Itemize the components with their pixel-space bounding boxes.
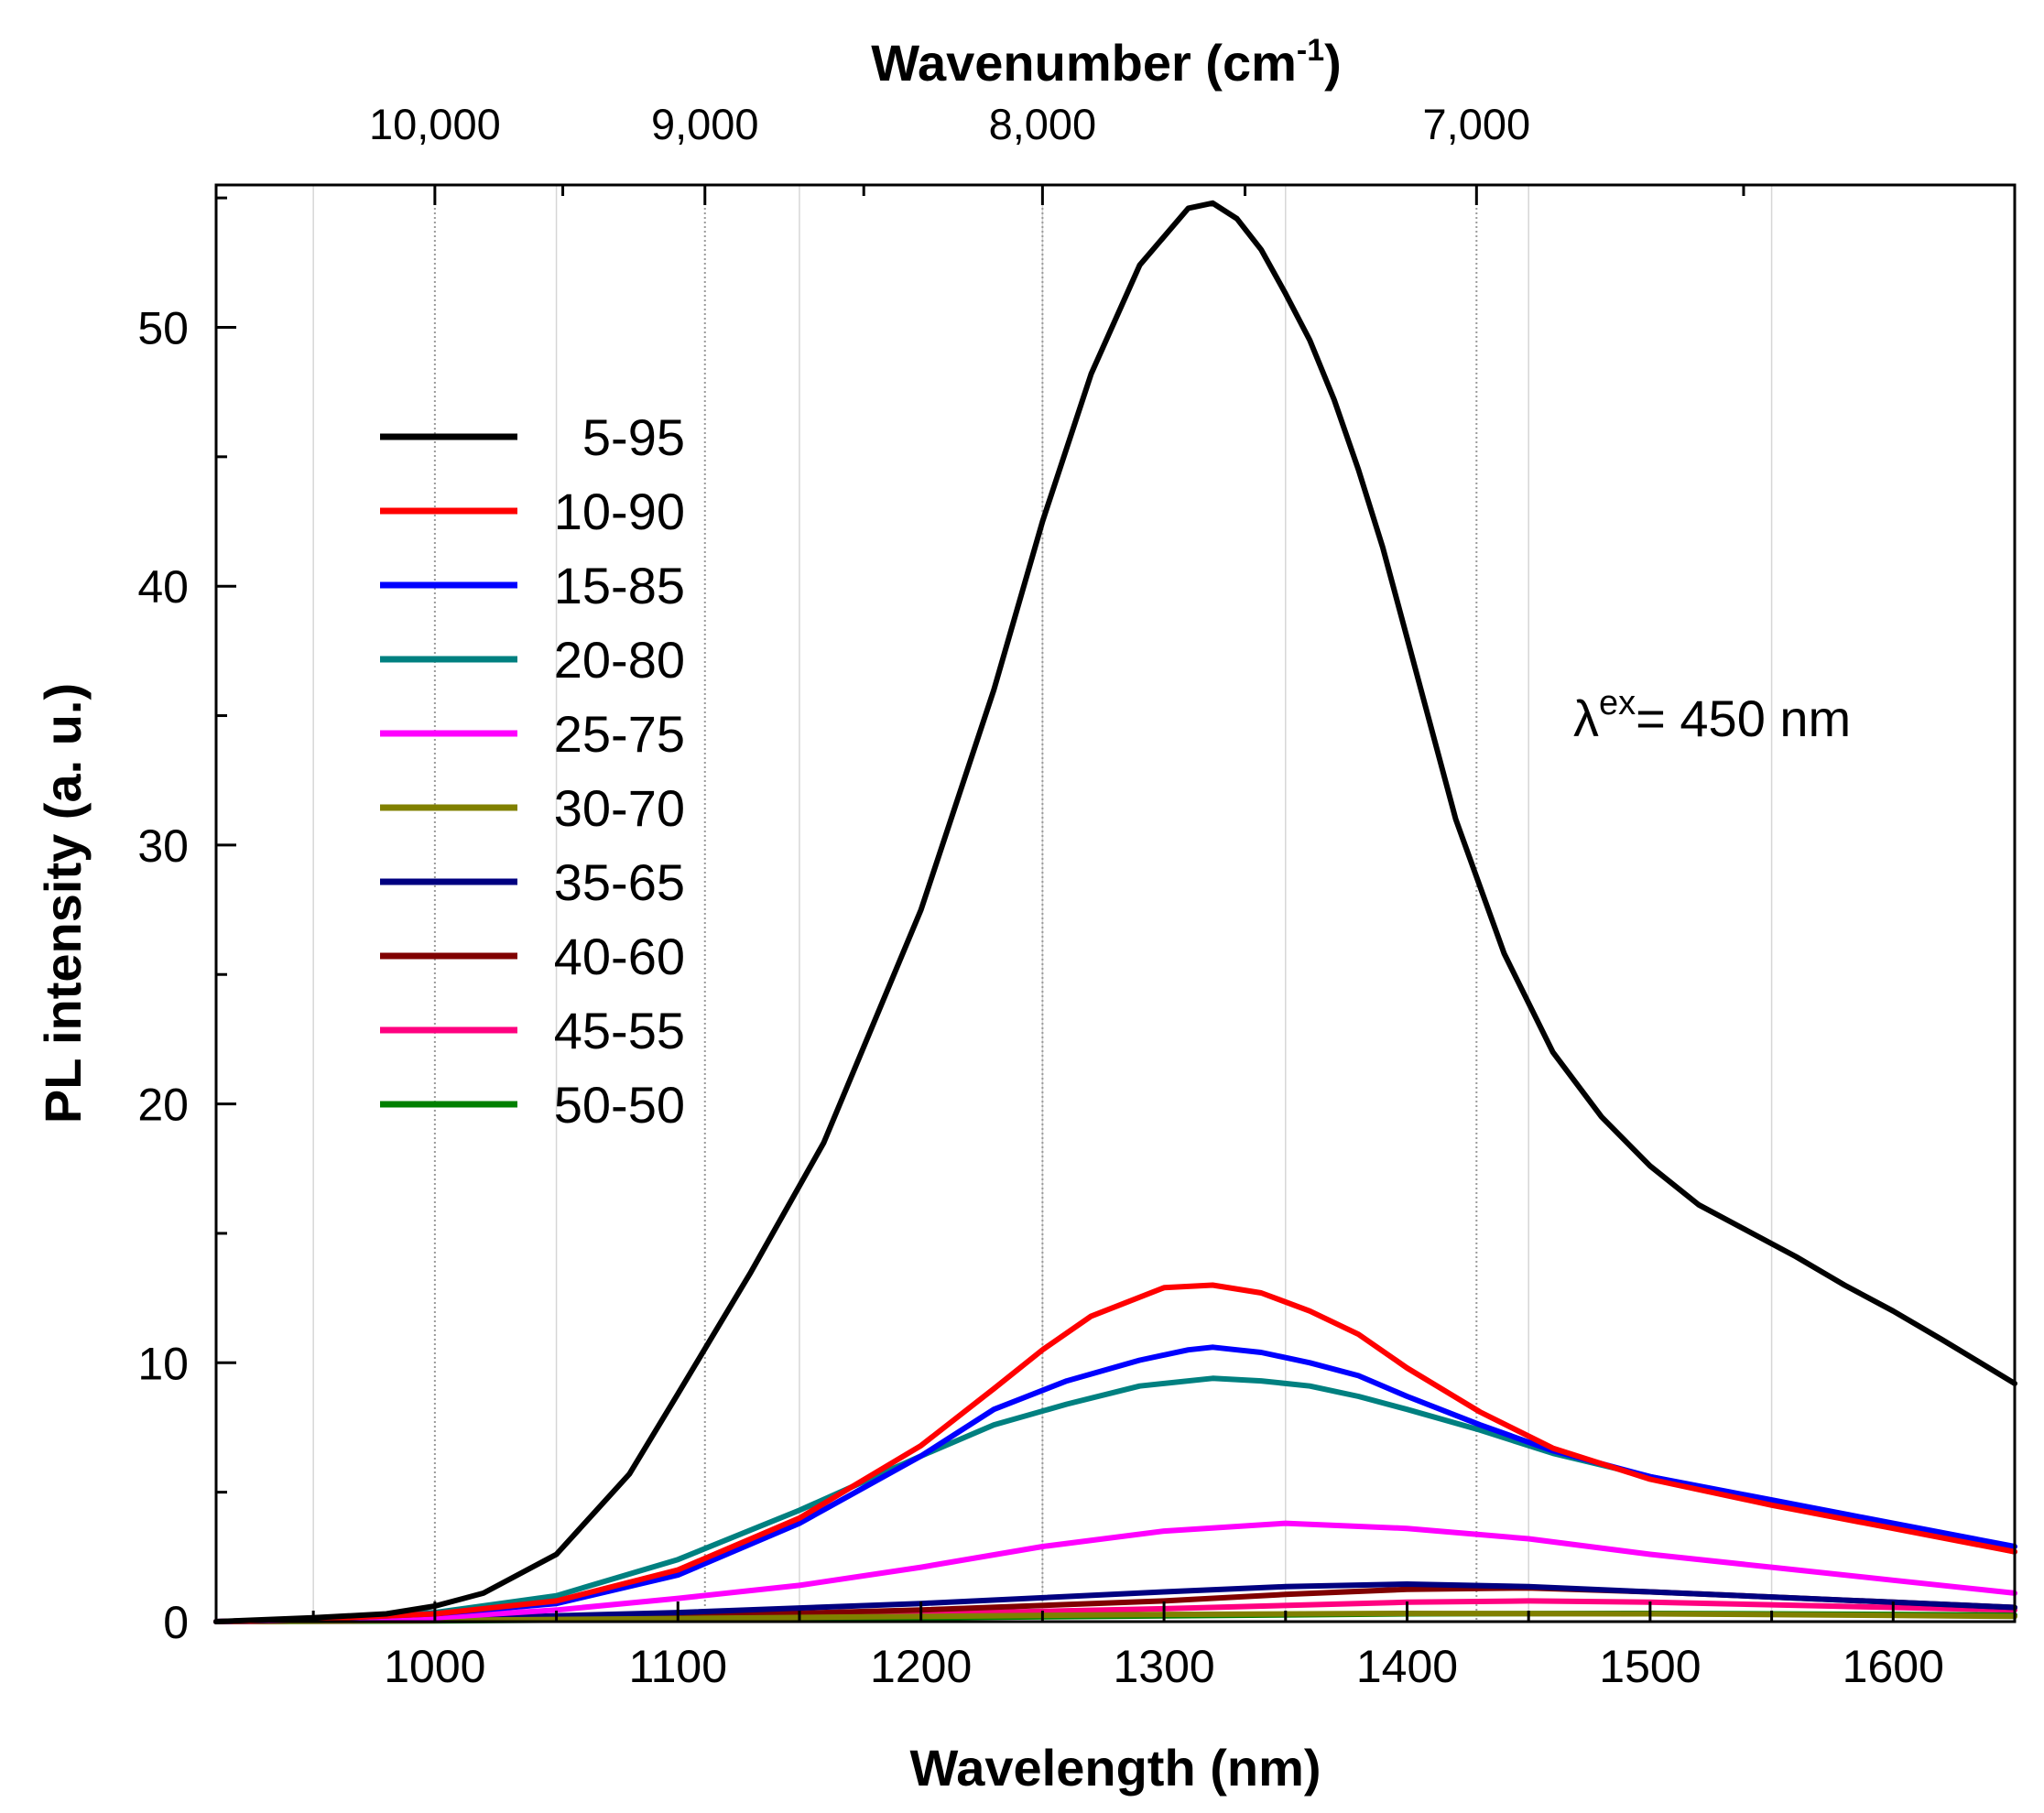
legend-label: 40-60 bbox=[554, 928, 685, 985]
legend-label: 50-50 bbox=[554, 1076, 685, 1134]
y-tick-label: 0 bbox=[163, 1597, 189, 1648]
legend-label: 45-55 bbox=[554, 1002, 685, 1059]
top-tick-label: 8,000 bbox=[989, 100, 1097, 148]
top-axis-title-main: Wavenumber (cm bbox=[871, 34, 1297, 92]
axis-ticks: 1000 1100 1200 1300 1400 1500 1600 0 10 20 30 40 50 1… bbox=[137, 100, 2017, 1692]
legend-label: 30-70 bbox=[554, 779, 685, 837]
y-tick-label: 10 bbox=[137, 1338, 189, 1389]
top-tick-label: 7,000 bbox=[1423, 100, 1531, 148]
legend-label: 35-65 bbox=[554, 853, 685, 911]
annotation-superscript: ex bbox=[1599, 684, 1636, 722]
top-tick-label: 9,000 bbox=[651, 100, 759, 148]
legend-label: 25-75 bbox=[554, 705, 685, 763]
x-tick-label: 1300 bbox=[1113, 1641, 1214, 1692]
legend: 5-95 10-90 15-85 20-80 25-75 30-70 35-65 40-60 4… bbox=[380, 408, 685, 1134]
x-tick-label: 1000 bbox=[384, 1641, 485, 1692]
legend-label: 5-95 bbox=[582, 408, 685, 466]
top-axis-title-superscript: -1 bbox=[1297, 33, 1324, 68]
excitation-annotation: λex= 450 nm bbox=[1573, 684, 1851, 747]
y-axis-title: PL intensity (a. u.) bbox=[34, 683, 92, 1124]
plot-frame bbox=[214, 183, 2017, 1623]
top-axis-title: Wavenumber (cm-1) bbox=[871, 33, 1342, 92]
series-line bbox=[213, 1282, 2017, 1624]
x-tick-label: 1100 bbox=[629, 1641, 728, 1692]
x-tick-label: 1400 bbox=[1356, 1641, 1458, 1692]
x-tick-label: 1600 bbox=[1843, 1641, 1944, 1692]
y-tick-label: 20 bbox=[137, 1080, 189, 1131]
lambda-symbol: λ bbox=[1573, 689, 1599, 747]
series-line bbox=[213, 1520, 2017, 1624]
y-tick-label: 40 bbox=[137, 561, 189, 613]
annotation-text: = 450 nm bbox=[1636, 689, 1851, 747]
series-line bbox=[213, 1581, 2017, 1624]
grid-lines bbox=[312, 185, 2016, 1622]
top-axis-title-close: ) bbox=[1324, 34, 1342, 92]
x-axis-title: Wavelength (nm) bbox=[909, 1739, 1321, 1797]
x-tick-label: 1200 bbox=[870, 1641, 972, 1692]
x-tick-label: 1500 bbox=[1599, 1641, 1701, 1692]
y-tick-label: 30 bbox=[137, 820, 189, 872]
legend-label: 10-90 bbox=[554, 483, 685, 540]
top-tick-label: 10,000 bbox=[369, 100, 501, 148]
y-tick-label: 50 bbox=[137, 302, 189, 353]
legend-label: 15-85 bbox=[554, 557, 685, 614]
legend-label: 20-80 bbox=[554, 631, 685, 689]
series-line bbox=[213, 200, 2017, 1624]
